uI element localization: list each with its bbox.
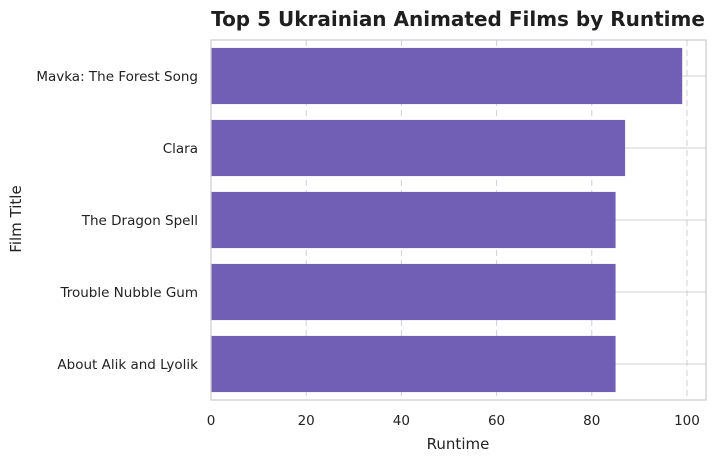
y-axis-label: Film Title — [7, 185, 25, 252]
y-tick-labels: Mavka: The Forest Song Clara The Dragon Sp… — [36, 69, 198, 373]
y-tick-label: Mavka: The Forest Song — [36, 69, 198, 85]
plot-frame — [210, 39, 707, 401]
bars — [211, 47, 683, 393]
y-tick-label: About Alik and Lyolik — [57, 357, 198, 373]
x-tick-label: 100 — [674, 413, 700, 429]
x-tick-label: 40 — [393, 413, 410, 429]
bar — [211, 47, 683, 105]
y-tick-label: The Dragon Spell — [81, 213, 198, 229]
x-axis-label: Runtime — [427, 435, 490, 453]
chart-title: Top 5 Ukrainian Animated Films by Runtim… — [211, 7, 705, 31]
x-tick-label: 80 — [583, 413, 600, 429]
bar — [211, 119, 626, 177]
y-tick-label: Trouble Nubble Gum — [59, 285, 198, 301]
x-tick-label: 20 — [298, 413, 315, 429]
x-tick-labels: 0 20 40 60 80 100 — [207, 413, 700, 429]
bar — [211, 191, 616, 249]
x-tick-label: 60 — [488, 413, 505, 429]
axes — [210, 39, 707, 401]
y-tick-label: Clara — [163, 141, 198, 157]
x-tick-label: 0 — [207, 413, 216, 429]
bar — [211, 335, 616, 393]
bar — [211, 263, 616, 321]
